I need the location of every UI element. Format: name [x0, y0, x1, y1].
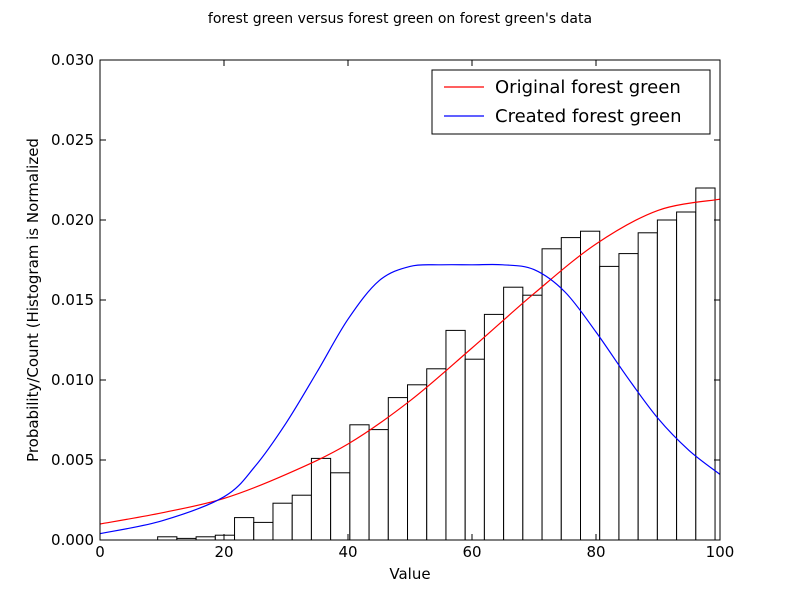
histogram-bar — [214, 534, 236, 541]
y-axis-label: Probability/Count (Histogram is Normaliz… — [24, 138, 42, 462]
histogram-bar — [330, 472, 351, 541]
x-tick-label: 0 — [95, 543, 105, 561]
histogram-bar — [234, 517, 255, 541]
axis-ticks: 0 20 40 60 80 100 0.000 0.005 0.010 0.015 0.020 0.0… — [51, 51, 734, 561]
histogram-bar — [599, 265, 620, 541]
histogram-bar — [676, 211, 697, 541]
x-tick-label: 100 — [706, 543, 735, 561]
histogram-bar — [695, 187, 716, 541]
histogram-bar — [618, 253, 639, 541]
histogram-bar — [407, 384, 428, 541]
histogram-bar — [560, 237, 582, 541]
legend: Original forest green Created forest gre… — [431, 69, 711, 135]
histogram-bar — [272, 502, 293, 541]
y-tick-label: 0.025 — [51, 131, 94, 149]
histogram-bar — [503, 286, 524, 541]
histogram-bar — [637, 232, 658, 541]
histogram-bar — [310, 457, 332, 541]
histogram-bar — [483, 313, 505, 541]
legend-box — [431, 69, 711, 135]
x-tick-label: 40 — [338, 543, 357, 561]
y-tick-label: 0.020 — [51, 211, 94, 229]
histogram-bar — [656, 219, 678, 541]
histogram-bar — [387, 397, 409, 541]
x-tick-label: 80 — [586, 543, 605, 561]
histogram-bars — [157, 187, 716, 541]
histogram-bar — [541, 248, 562, 541]
histogram-bar — [522, 294, 543, 541]
curve-series — [99, 198, 721, 535]
x-tick-label: 60 — [462, 543, 481, 561]
created-curve — [99, 263, 721, 535]
y-tick-label: 0.010 — [51, 371, 94, 389]
histogram-bar — [464, 358, 485, 541]
x-axis-label: Value — [389, 565, 430, 583]
histogram-bar — [368, 429, 389, 541]
x-tick-label: 20 — [214, 543, 233, 561]
histogram-bar — [253, 521, 274, 541]
y-tick-label: 0.015 — [51, 291, 94, 309]
histogram-bar — [349, 424, 370, 541]
y-tick-label: 0.030 — [51, 51, 94, 69]
histogram-bar — [426, 368, 447, 541]
legend-label-original: Original forest green — [495, 77, 681, 98]
histogram-bar — [291, 494, 312, 541]
chart-title: forest green versus forest green on fore… — [208, 11, 592, 27]
legend-label-created: Created forest green — [495, 106, 682, 127]
histogram-bar — [580, 230, 601, 541]
y-tick-label: 0.005 — [51, 451, 94, 469]
y-tick-label: 0.000 — [51, 531, 94, 549]
